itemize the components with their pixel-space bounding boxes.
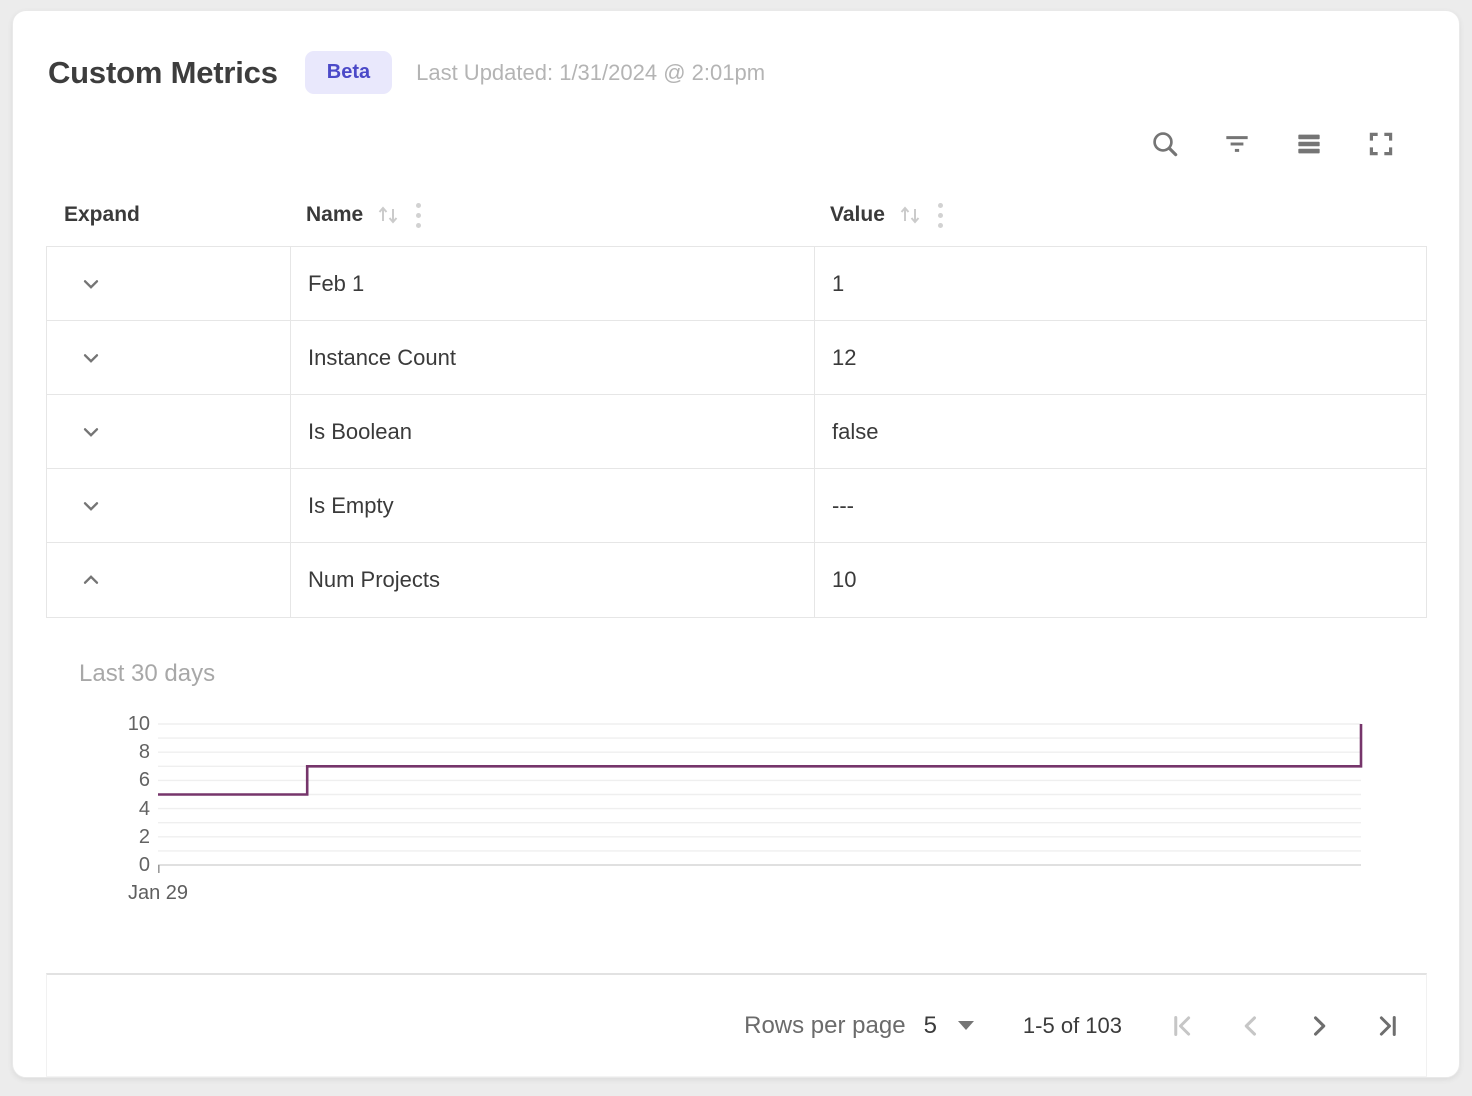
y-axis-tick-label: 8	[138, 741, 150, 764]
pagination-range-label: 1-5 of 103	[1022, 1012, 1122, 1038]
y-axis-tick-label: 6	[138, 769, 150, 792]
fullscreen-button[interactable]	[1365, 128, 1397, 160]
table-row: Is Boolean false	[47, 395, 1426, 469]
collapse-row-button[interactable]	[78, 567, 104, 593]
table-header-row: Expand Name Value	[46, 184, 1427, 246]
expand-row-button[interactable]	[78, 271, 104, 297]
first-page-icon	[1168, 1011, 1198, 1041]
step-line-chart: 0 2 4 6 8 10 Jan 29	[46, 713, 1427, 932]
filter-button[interactable]	[1221, 128, 1253, 160]
fullscreen-icon	[1365, 128, 1397, 160]
custom-metrics-card: Custom Metrics Beta Last Updated: 1/31/2…	[12, 10, 1460, 1078]
density-icon	[1293, 128, 1325, 160]
metric-value: 12	[814, 321, 1426, 394]
metric-name: Is Boolean	[290, 395, 814, 468]
chevron-up-icon	[78, 575, 104, 596]
metric-name: Feb 1	[290, 247, 814, 320]
chevron-down-icon	[78, 279, 104, 300]
search-button[interactable]	[1149, 128, 1181, 160]
column-header-label: Name	[306, 203, 364, 226]
y-axis-tick-label: 10	[127, 713, 150, 735]
metric-value: ---	[814, 469, 1426, 542]
beta-badge: Beta	[304, 51, 393, 94]
column-header-expand: Expand	[46, 203, 289, 227]
table-row: Instance Count 12	[47, 321, 1426, 395]
rows-per-page-value: 5	[923, 1011, 937, 1039]
page-title: Custom Metrics	[48, 54, 278, 90]
pagination-nav	[1168, 1011, 1402, 1041]
row-detail-panel: Last 30 days 0 2 4 6 8 10 Jan 29	[46, 660, 1427, 932]
x-axis-tick-label: Jan 29	[127, 882, 189, 904]
chevron-right-icon	[1304, 1011, 1334, 1041]
y-axis: 0 2 4 6 8 10	[46, 713, 150, 876]
chart-plot-area	[158, 723, 1363, 873]
expand-row-button[interactable]	[78, 345, 104, 371]
metric-name: Is Empty	[290, 469, 814, 542]
pagination-footer: Rows per page 5 1-5 of 103	[46, 973, 1427, 1077]
column-header-value[interactable]: Value	[813, 201, 1427, 230]
density-button[interactable]	[1293, 128, 1325, 160]
sort-icon[interactable]	[897, 203, 924, 227]
grid-toolbar	[13, 128, 1397, 160]
chevron-left-icon	[1236, 1011, 1266, 1041]
table-row: Is Empty ---	[47, 469, 1426, 543]
sort-icon[interactable]	[375, 203, 402, 227]
chevron-down-icon	[78, 353, 104, 374]
y-axis-tick-label: 2	[138, 825, 150, 848]
expand-row-button[interactable]	[78, 493, 104, 519]
expand-row-button[interactable]	[78, 419, 104, 445]
column-menu-icon[interactable]	[414, 201, 423, 230]
search-icon	[1149, 128, 1181, 160]
last-page-icon	[1372, 1011, 1402, 1041]
metric-value: false	[814, 395, 1426, 468]
filter-icon	[1221, 128, 1253, 160]
next-page-button[interactable]	[1304, 1011, 1334, 1041]
column-header-name[interactable]: Name	[289, 201, 813, 230]
first-page-button[interactable]	[1168, 1011, 1198, 1041]
column-header-label: Expand	[64, 203, 140, 226]
y-axis-tick-label: 0	[138, 854, 150, 876]
previous-page-button[interactable]	[1236, 1011, 1266, 1041]
last-updated-text: Last Updated: 1/31/2024 @ 2:01pm	[416, 59, 766, 85]
card-header: Custom Metrics Beta Last Updated: 1/31/2…	[48, 51, 1411, 94]
metric-name: Num Projects	[290, 543, 814, 617]
metric-value: 1	[814, 247, 1426, 320]
metrics-table: Expand Name Value	[46, 184, 1427, 618]
table-row-expanded: Num Projects 10	[47, 543, 1426, 617]
metric-name: Instance Count	[290, 321, 814, 394]
metric-value: 10	[814, 543, 1426, 617]
y-axis-tick-label: 4	[138, 797, 150, 820]
chevron-down-icon	[78, 501, 104, 522]
column-menu-icon[interactable]	[936, 201, 945, 230]
rows-per-page-select[interactable]: 5	[924, 1012, 974, 1040]
table-row: Feb 1 1	[47, 247, 1426, 321]
chevron-down-icon	[78, 427, 104, 448]
table-body: Feb 1 1 Instance Count 12	[46, 246, 1427, 618]
chart-title: Last 30 days	[79, 660, 216, 687]
last-page-button[interactable]	[1372, 1011, 1402, 1041]
column-header-label: Value	[830, 203, 885, 226]
dropdown-arrow-icon	[957, 1021, 974, 1030]
rows-per-page-label: Rows per page	[744, 1011, 906, 1039]
